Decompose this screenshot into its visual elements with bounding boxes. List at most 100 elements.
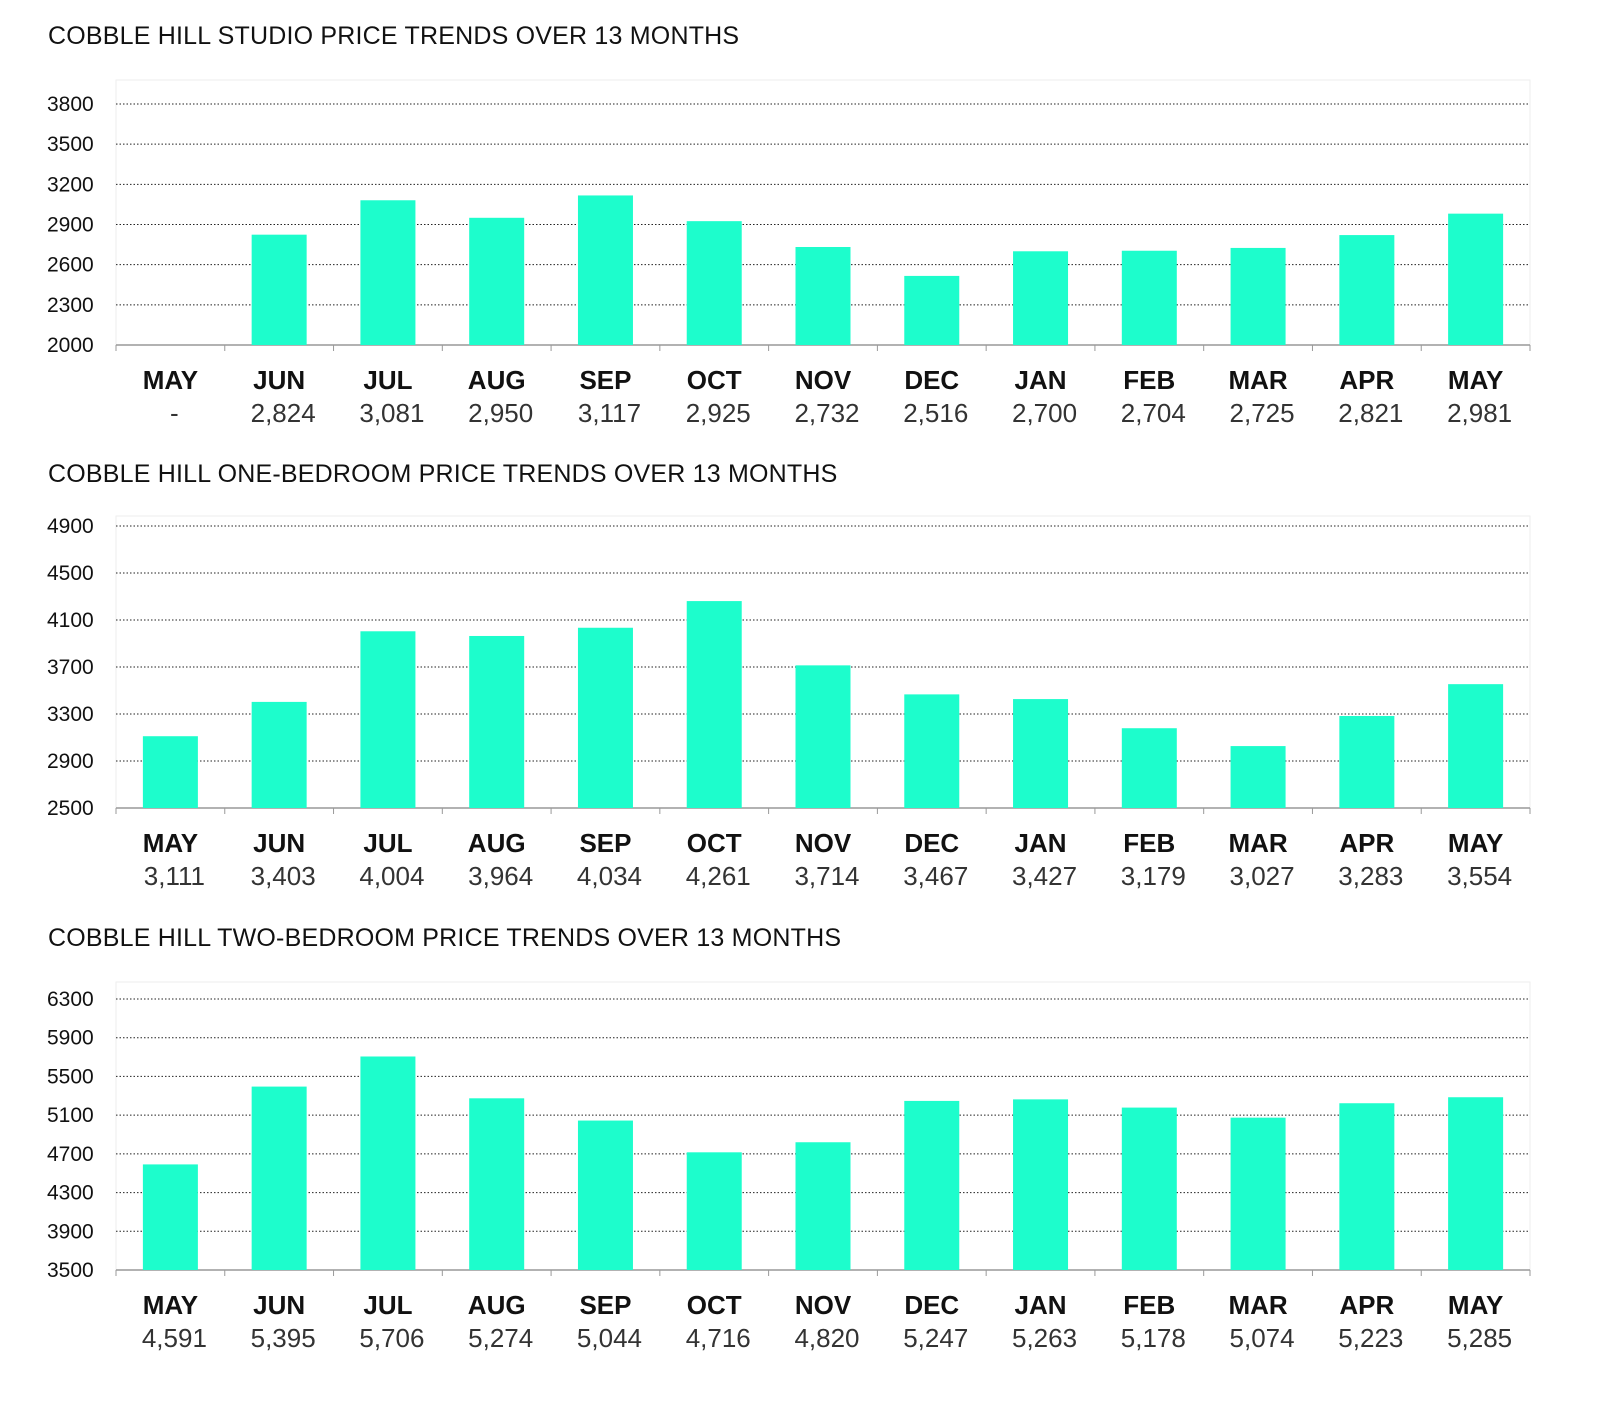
two-bedroom-bar — [360, 1056, 416, 1270]
two-bedroom-value-label: 5,706 — [359, 1323, 424, 1353]
studio-price-chart: 3800350032002900260023002000MAY-JUN2,824… — [47, 79, 1531, 428]
one-bedroom-month-label: JUN — [253, 828, 305, 858]
one-bedroom-bar — [142, 736, 198, 808]
one-bedroom-month-label: MAY — [1448, 828, 1503, 858]
one-bedroom-value-label: 3,964 — [468, 861, 533, 891]
studio-bar — [1230, 247, 1286, 345]
two-bedroom-price-chart: 63005900550051004700430039003500MAY4,591… — [47, 981, 1531, 1353]
one-bedroom-month-label: JUL — [363, 828, 412, 858]
one-bedroom-value-label: 3,027 — [1230, 861, 1295, 891]
two-bedroom-month-label: SEP — [579, 1290, 631, 1320]
one-bedroom-value-label: 4,004 — [359, 861, 424, 891]
one-bedroom-bar — [686, 601, 742, 808]
one-bedroom-y-tick-label: 2900 — [47, 750, 94, 773]
two-bedroom-value-label: 5,074 — [1230, 1323, 1295, 1353]
two-bedroom-y-tick-label: 5500 — [47, 1065, 94, 1088]
one-bedroom-month-label: SEP — [579, 828, 631, 858]
one-bedroom-bar — [1121, 728, 1177, 808]
one-bedroom-month-label: AUG — [468, 828, 526, 858]
one-bedroom-month-label: FEB — [1123, 828, 1175, 858]
one-bedroom-value-label: 4,261 — [686, 861, 751, 891]
two-bedroom-bar — [469, 1098, 525, 1270]
studio-bar — [1448, 213, 1504, 345]
studio-chart-title: COBBLE HILL STUDIO PRICE TRENDS OVER 13 … — [48, 22, 740, 50]
one-bedroom-y-tick-label: 3300 — [47, 703, 94, 726]
two-bedroom-month-label: OCT — [687, 1290, 742, 1320]
one-bedroom-month-label: JAN — [1015, 828, 1067, 858]
studio-month-label: JAN — [1015, 365, 1067, 395]
two-bedroom-bar — [1121, 1107, 1177, 1270]
studio-bar — [795, 246, 851, 345]
one-bedroom-bar — [577, 627, 633, 808]
two-bedroom-y-tick-label: 5900 — [47, 1027, 94, 1050]
studio-month-label: OCT — [687, 365, 742, 395]
one-bedroom-month-label: APR — [1339, 828, 1394, 858]
one-bedroom-value-label: 3,403 — [251, 861, 316, 891]
studio-month-label: FEB — [1123, 365, 1175, 395]
studio-y-tick-label: 2000 — [47, 334, 94, 357]
one-bedroom-bar — [251, 701, 307, 808]
two-bedroom-month-label: NOV — [795, 1290, 852, 1320]
studio-value-label: 3,117 — [578, 398, 641, 428]
studio-value-label: 2,925 — [686, 398, 751, 428]
one-bedroom-bar — [1230, 746, 1286, 808]
two-bedroom-value-label: 5,044 — [577, 1323, 642, 1353]
one-bedroom-value-label: 3,467 — [903, 861, 968, 891]
studio-month-label: JUL — [363, 365, 412, 395]
two-bedroom-bar — [1230, 1117, 1286, 1270]
one-bedroom-y-tick-label: 3700 — [47, 656, 94, 679]
one-bedroom-value-label: 3,283 — [1338, 861, 1403, 891]
studio-value-label: - — [170, 398, 179, 428]
two-bedroom-month-label: JAN — [1015, 1290, 1067, 1320]
studio-bar — [577, 195, 633, 345]
one-bedroom-bar — [904, 694, 960, 808]
studio-value-label: 2,821 — [1338, 398, 1403, 428]
two-bedroom-value-label: 4,820 — [794, 1323, 859, 1353]
studio-month-label: APR — [1339, 365, 1394, 395]
one-bedroom-y-tick-label: 4500 — [47, 562, 94, 585]
two-bedroom-month-label: MAY — [143, 1290, 198, 1320]
studio-bar — [469, 217, 525, 345]
two-bedroom-bar — [1448, 1097, 1504, 1270]
studio-value-label: 3,081 — [359, 398, 424, 428]
one-bedroom-month-label: MAR — [1228, 828, 1287, 858]
two-bedroom-month-label: MAY — [1448, 1290, 1503, 1320]
one-bedroom-price-chart: 4900450041003700330029002500MAY3,111JUN3… — [47, 515, 1531, 891]
two-bedroom-y-tick-label: 3500 — [47, 1259, 94, 1282]
studio-month-label: SEP — [579, 365, 631, 395]
studio-month-label: NOV — [795, 365, 852, 395]
studio-bar — [1121, 250, 1177, 345]
studio-y-tick-label: 2900 — [47, 214, 94, 237]
studio-bar — [360, 200, 416, 345]
two-bedroom-value-label: 5,178 — [1121, 1323, 1186, 1353]
studio-month-label: MAY — [143, 365, 198, 395]
two-bedroom-bar — [904, 1100, 960, 1270]
two-bedroom-month-label: JUN — [253, 1290, 305, 1320]
studio-bar — [904, 275, 960, 345]
two-bedroom-value-label: 5,274 — [468, 1323, 533, 1353]
two-bedroom-bar — [142, 1164, 198, 1270]
studio-bar — [1339, 235, 1395, 345]
one-bedroom-y-tick-label: 4100 — [47, 609, 94, 632]
two-bedroom-value-label: 4,591 — [142, 1323, 207, 1353]
two-bedroom-month-label: FEB — [1123, 1290, 1175, 1320]
two-bedroom-month-label: MAR — [1228, 1290, 1287, 1320]
one-bedroom-bar — [1013, 699, 1069, 808]
two-bedroom-value-label: 4,716 — [686, 1323, 751, 1353]
studio-month-label: MAY — [1448, 365, 1503, 395]
two-bedroom-bar — [795, 1142, 851, 1270]
studio-month-label: DEC — [904, 365, 959, 395]
studio-value-label: 2,516 — [903, 398, 968, 428]
studio-bar — [686, 221, 742, 345]
studio-y-tick-label: 3500 — [47, 133, 94, 156]
one-bedroom-value-label: 3,111 — [144, 861, 205, 891]
one-bedroom-bar — [360, 631, 416, 808]
one-bedroom-value-label: 3,427 — [1012, 861, 1077, 891]
two-bedroom-bar — [1339, 1103, 1395, 1270]
two-bedroom-value-label: 5,223 — [1338, 1323, 1403, 1353]
one-bedroom-month-label: NOV — [795, 828, 852, 858]
two-bedroom-bar — [686, 1152, 742, 1270]
studio-y-tick-label: 3200 — [47, 173, 94, 196]
one-bedroom-value-label: 3,179 — [1121, 861, 1186, 891]
studio-value-label: 2,950 — [468, 398, 533, 428]
